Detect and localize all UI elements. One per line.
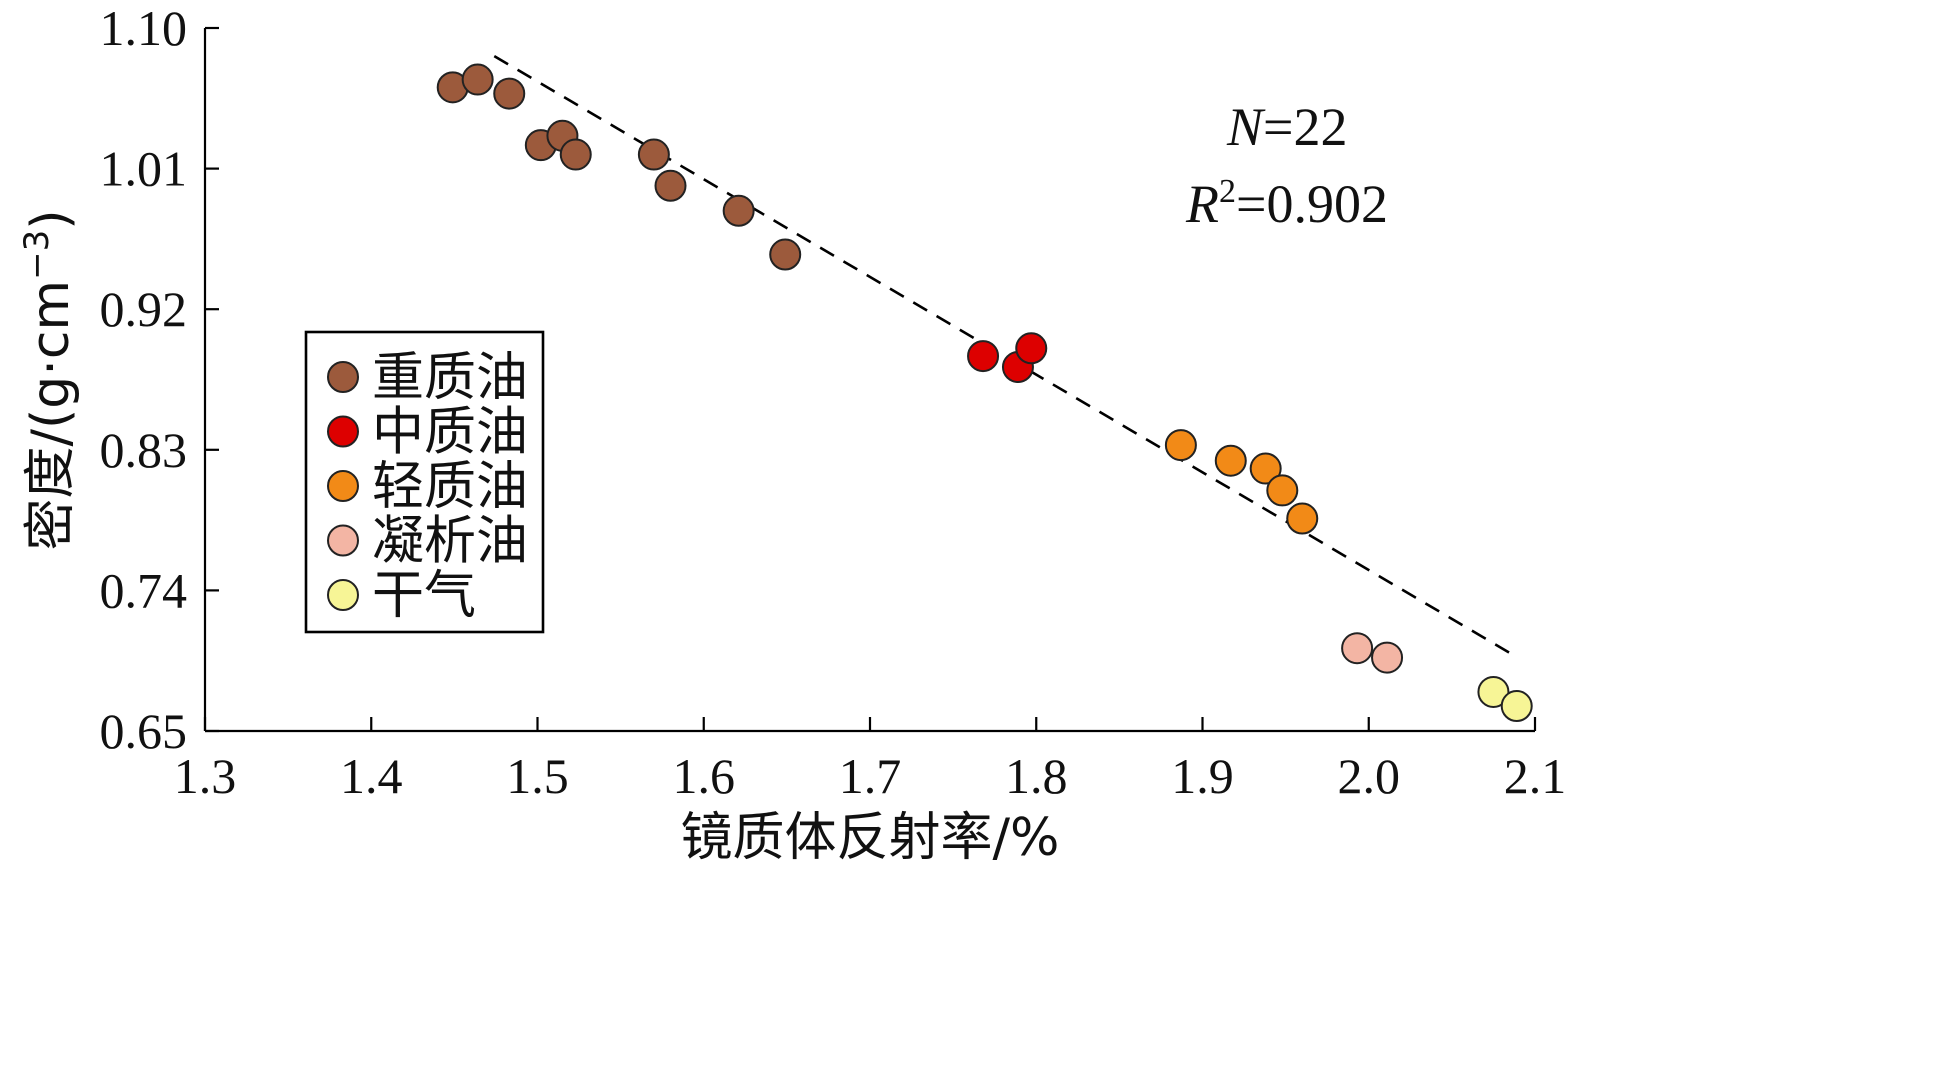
data-point-s2-p1 [1214, 444, 1247, 477]
data-point-s0-p1 [461, 63, 494, 96]
data-point-s0-p5 [559, 138, 592, 171]
data-point-s0-p7 [654, 169, 687, 202]
data-point-s0-p8 [722, 194, 755, 227]
sample-count-value: =22 [1263, 97, 1347, 157]
legend-marker-4 [327, 579, 359, 611]
y-tick-label-2: 0.83 [100, 422, 188, 478]
legend-label-3: 凝析油 [372, 512, 528, 572]
y-axis-label-main: 密度/(g·cm [21, 280, 81, 551]
x-tick-label-8: 2.1 [1504, 748, 1567, 804]
data-point-s2-p3 [1266, 474, 1299, 507]
x-tick-label-4: 1.7 [839, 748, 902, 804]
y-tick-label-4: 1.01 [100, 141, 188, 197]
y-tick-label-1: 0.74 [100, 562, 188, 618]
data-point-s2-p2 [1249, 452, 1282, 485]
data-points [436, 63, 1533, 723]
sample-count-symbol: N [1226, 97, 1266, 157]
x-tick-label-1: 1.4 [340, 748, 403, 804]
legend-label-2: 轻质油 [372, 457, 528, 517]
data-point-s4-p0 [1477, 675, 1510, 708]
legend-label-4: 干气 [372, 566, 476, 626]
data-point-s3-p1 [1371, 641, 1404, 674]
legend-label-1: 中质油 [372, 403, 528, 463]
y-tick-label-3: 0.92 [100, 281, 188, 337]
x-tick-label-5: 1.8 [1005, 748, 1068, 804]
data-point-s0-p6 [637, 138, 670, 171]
r-squared-symbol: R [1185, 174, 1219, 234]
data-point-s1-p2 [1015, 332, 1048, 365]
data-point-s0-p2 [493, 77, 526, 110]
x-tick-label-7: 2.0 [1338, 748, 1401, 804]
data-point-s1-p0 [967, 340, 1000, 373]
data-point-s4-p1 [1500, 690, 1533, 723]
r-squared-value: =0.902 [1236, 174, 1388, 234]
x-tick-label-2: 1.5 [506, 748, 569, 804]
y-tick-label-5: 1.10 [100, 0, 188, 56]
x-tick-label-0: 1.3 [174, 748, 237, 804]
r-squared-annotation: R2=0.902 [1185, 173, 1388, 234]
legend-marker-3 [327, 524, 359, 557]
data-point-s0-p9 [769, 238, 802, 271]
legend-label-0: 重质油 [372, 348, 528, 408]
legend-marker-1 [327, 415, 359, 448]
y-axis-label-superscript: −3 [17, 230, 57, 280]
axis-ticks [203, 26, 1537, 733]
x-tick-label-6: 1.9 [1171, 748, 1234, 804]
legend-marker-0 [327, 361, 359, 393]
sample-count-annotation: N=22 [1226, 97, 1348, 157]
y-axis-label-close: ) [21, 209, 81, 229]
y-axis-label: 密度/(g·cm−3) [17, 209, 81, 550]
x-axis-label: 镜质体反射率/% [681, 808, 1060, 868]
data-point-s3-p0 [1341, 632, 1374, 665]
y-tick-label-0: 0.65 [100, 703, 188, 759]
data-point-s2-p4 [1286, 502, 1319, 535]
axis-tick-labels: 1.3 1.4 1.5 1.6 1.7 1.8 1.9 2.0 2.1 0.65 0.74 0.83 0… [100, 0, 1567, 804]
x-tick-label-3: 1.6 [673, 748, 736, 804]
r-squared-superscript: 2 [1219, 173, 1236, 210]
legend-marker-2 [327, 470, 359, 502]
data-point-s2-p0 [1164, 429, 1197, 462]
